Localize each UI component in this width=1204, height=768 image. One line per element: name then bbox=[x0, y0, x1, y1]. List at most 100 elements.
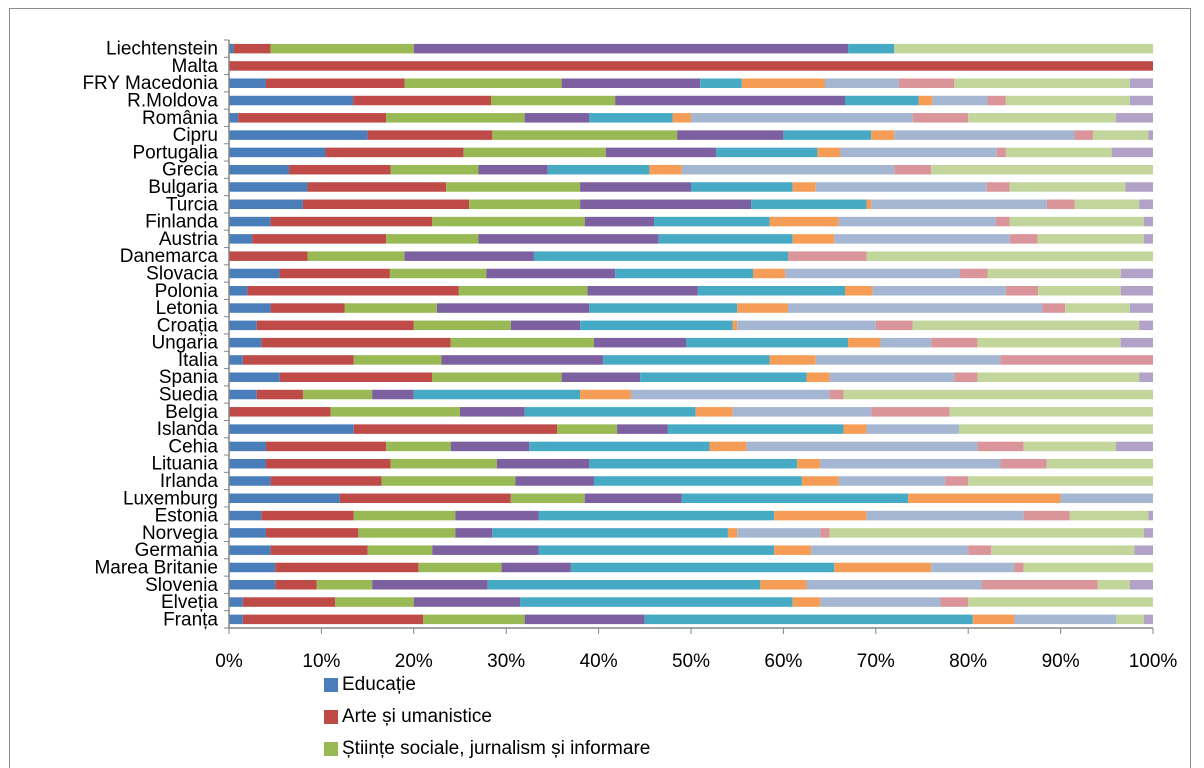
bar-segment bbox=[977, 441, 1024, 452]
bar-segment bbox=[746, 441, 978, 452]
bar-segment bbox=[247, 286, 459, 296]
x-tick-label: 70% bbox=[857, 651, 895, 672]
y-tick-label: Spania bbox=[159, 367, 219, 388]
bar-segment bbox=[353, 510, 456, 521]
y-tick-label: Elveția bbox=[161, 592, 218, 613]
bar-segment bbox=[229, 147, 326, 158]
x-tick-label: 100% bbox=[1129, 651, 1178, 672]
bar-segment bbox=[1037, 234, 1144, 244]
bar-segment bbox=[838, 476, 946, 486]
bar-segment bbox=[510, 493, 585, 504]
bar-segment bbox=[418, 562, 502, 573]
bar-segment bbox=[390, 164, 479, 175]
bar-segment bbox=[270, 545, 368, 555]
bar-segment bbox=[413, 597, 521, 607]
bar-segment bbox=[1009, 234, 1038, 244]
bar-segment bbox=[986, 182, 1010, 192]
bar-segment bbox=[644, 614, 973, 625]
bar-segment bbox=[811, 545, 969, 555]
bar-segment bbox=[229, 528, 266, 538]
bar-segment bbox=[1023, 441, 1117, 452]
bar-segment bbox=[1009, 182, 1126, 192]
bar-segment bbox=[386, 113, 525, 123]
bar-segment bbox=[242, 355, 354, 365]
bar-segment bbox=[450, 441, 530, 452]
bar-segment bbox=[275, 580, 317, 590]
bar-segment bbox=[829, 528, 1144, 538]
bar-segment bbox=[229, 303, 271, 313]
bar-segment bbox=[279, 372, 433, 382]
bar-segment bbox=[501, 562, 571, 573]
bar-segment bbox=[760, 580, 807, 590]
bar-segment bbox=[1000, 458, 1047, 469]
bar-segment bbox=[458, 286, 588, 296]
y-tick-label: Italia bbox=[178, 350, 219, 371]
bar-segment bbox=[242, 614, 424, 625]
bar-segment bbox=[229, 355, 243, 365]
y-tick-label: Lituania bbox=[151, 454, 218, 475]
y-tick-label: Danemarca bbox=[120, 246, 219, 267]
bar-segment bbox=[681, 164, 895, 175]
bar-segment bbox=[945, 476, 969, 486]
bar-segment bbox=[432, 216, 585, 227]
bar-segment bbox=[229, 164, 290, 175]
bar-segment bbox=[649, 164, 682, 175]
bar-segment bbox=[783, 130, 872, 140]
y-tick-label: Liechtenstein bbox=[106, 39, 218, 60]
bar-segment bbox=[432, 545, 539, 555]
bar-segment bbox=[686, 337, 849, 348]
bar-segment bbox=[593, 476, 802, 486]
bar-segment bbox=[265, 528, 359, 538]
bar-segment bbox=[1065, 303, 1130, 313]
y-tick-label: Cehia bbox=[168, 436, 218, 457]
bar-segment bbox=[229, 545, 271, 555]
bar-segment bbox=[1143, 234, 1153, 244]
bar-segment bbox=[229, 424, 354, 434]
bar-segment bbox=[330, 407, 460, 417]
bar-segment bbox=[353, 95, 492, 106]
bar-segment bbox=[580, 320, 733, 331]
legend-swatch bbox=[324, 678, 338, 692]
bar-segment bbox=[1074, 130, 1093, 140]
y-tick-label: Estonia bbox=[155, 506, 219, 527]
bar-segment bbox=[866, 424, 959, 434]
bar-segment bbox=[307, 182, 447, 192]
bar-segment bbox=[995, 216, 1010, 227]
bar-segment bbox=[1046, 458, 1153, 469]
bar-segment bbox=[834, 562, 932, 573]
y-tick-label: Austria bbox=[159, 229, 219, 250]
bar-segment bbox=[492, 130, 678, 140]
bar-segment bbox=[229, 580, 276, 590]
bar-segment bbox=[949, 407, 1153, 417]
bar-segment bbox=[866, 199, 872, 210]
bar-segment bbox=[753, 268, 786, 279]
bar-segment bbox=[229, 113, 239, 123]
bar-segment bbox=[413, 43, 849, 54]
bar-segment bbox=[450, 337, 594, 348]
bar-segment bbox=[496, 458, 590, 469]
y-tick-label: Grecia bbox=[162, 160, 218, 181]
bar-segment bbox=[533, 251, 789, 261]
x-tick-label: 20% bbox=[395, 651, 433, 672]
bar-segment bbox=[587, 286, 698, 296]
bar-segment bbox=[423, 614, 525, 625]
bar-segment bbox=[845, 95, 919, 106]
bar-segment bbox=[265, 78, 405, 88]
bar-segment bbox=[640, 372, 807, 382]
bar-segment bbox=[1038, 286, 1121, 296]
y-tick-label: Luxemburg bbox=[123, 488, 218, 509]
bar-segment bbox=[229, 597, 243, 607]
bar-segment bbox=[593, 337, 687, 348]
bar-segment bbox=[570, 562, 835, 573]
bar-segment bbox=[455, 528, 493, 538]
bar-segment bbox=[843, 389, 1153, 400]
bar-segment bbox=[1139, 199, 1153, 210]
legend-swatch bbox=[324, 742, 338, 756]
bar-segment bbox=[820, 597, 941, 607]
bar-segment bbox=[894, 130, 1075, 140]
bar-segment bbox=[372, 580, 488, 590]
bar-segment bbox=[492, 528, 728, 538]
bar-segment bbox=[302, 199, 470, 210]
y-tick-label: Belgia bbox=[165, 402, 218, 423]
